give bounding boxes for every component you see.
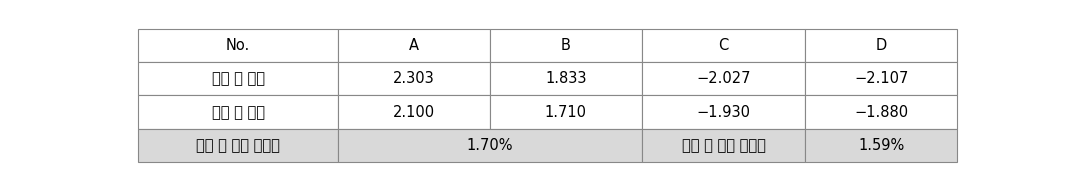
Bar xyxy=(642,29,805,62)
Bar xyxy=(339,129,642,162)
Text: −1.880: −1.880 xyxy=(854,105,908,120)
Bar xyxy=(138,95,339,129)
Bar xyxy=(490,95,642,129)
Text: 1.70%: 1.70% xyxy=(467,138,514,153)
Text: −2.107: −2.107 xyxy=(854,71,909,86)
Text: 시험 후 편차: 시험 후 편차 xyxy=(211,105,265,120)
Bar xyxy=(805,95,957,129)
Bar xyxy=(138,129,339,162)
Text: 시험 전 편차: 시험 전 편차 xyxy=(211,71,265,86)
Bar xyxy=(642,95,805,129)
Text: A: A xyxy=(409,38,420,53)
Bar xyxy=(805,129,957,162)
Bar xyxy=(805,62,957,95)
Bar xyxy=(642,62,805,95)
Bar xyxy=(339,29,490,62)
Bar xyxy=(490,62,642,95)
Bar xyxy=(138,29,339,62)
Text: −2.027: −2.027 xyxy=(696,71,751,86)
Bar xyxy=(642,129,805,162)
Text: D: D xyxy=(876,38,886,53)
Bar xyxy=(805,29,957,62)
Bar xyxy=(339,62,490,95)
Text: C: C xyxy=(719,38,728,53)
Text: B: B xyxy=(561,38,570,53)
Text: 2.100: 2.100 xyxy=(393,105,436,120)
Bar xyxy=(138,62,339,95)
Text: 1.59%: 1.59% xyxy=(859,138,905,153)
Text: −1.930: −1.930 xyxy=(696,105,751,120)
Text: 1.833: 1.833 xyxy=(545,71,586,86)
Text: 2.303: 2.303 xyxy=(393,71,435,86)
Bar xyxy=(490,29,642,62)
Text: 시험 후 저항 균일도: 시험 후 저항 균일도 xyxy=(681,138,766,153)
Text: 시험 전 저항 균일도: 시험 전 저항 균일도 xyxy=(197,138,280,153)
Text: No.: No. xyxy=(226,38,250,53)
Bar xyxy=(339,95,490,129)
Text: 1.710: 1.710 xyxy=(545,105,586,120)
